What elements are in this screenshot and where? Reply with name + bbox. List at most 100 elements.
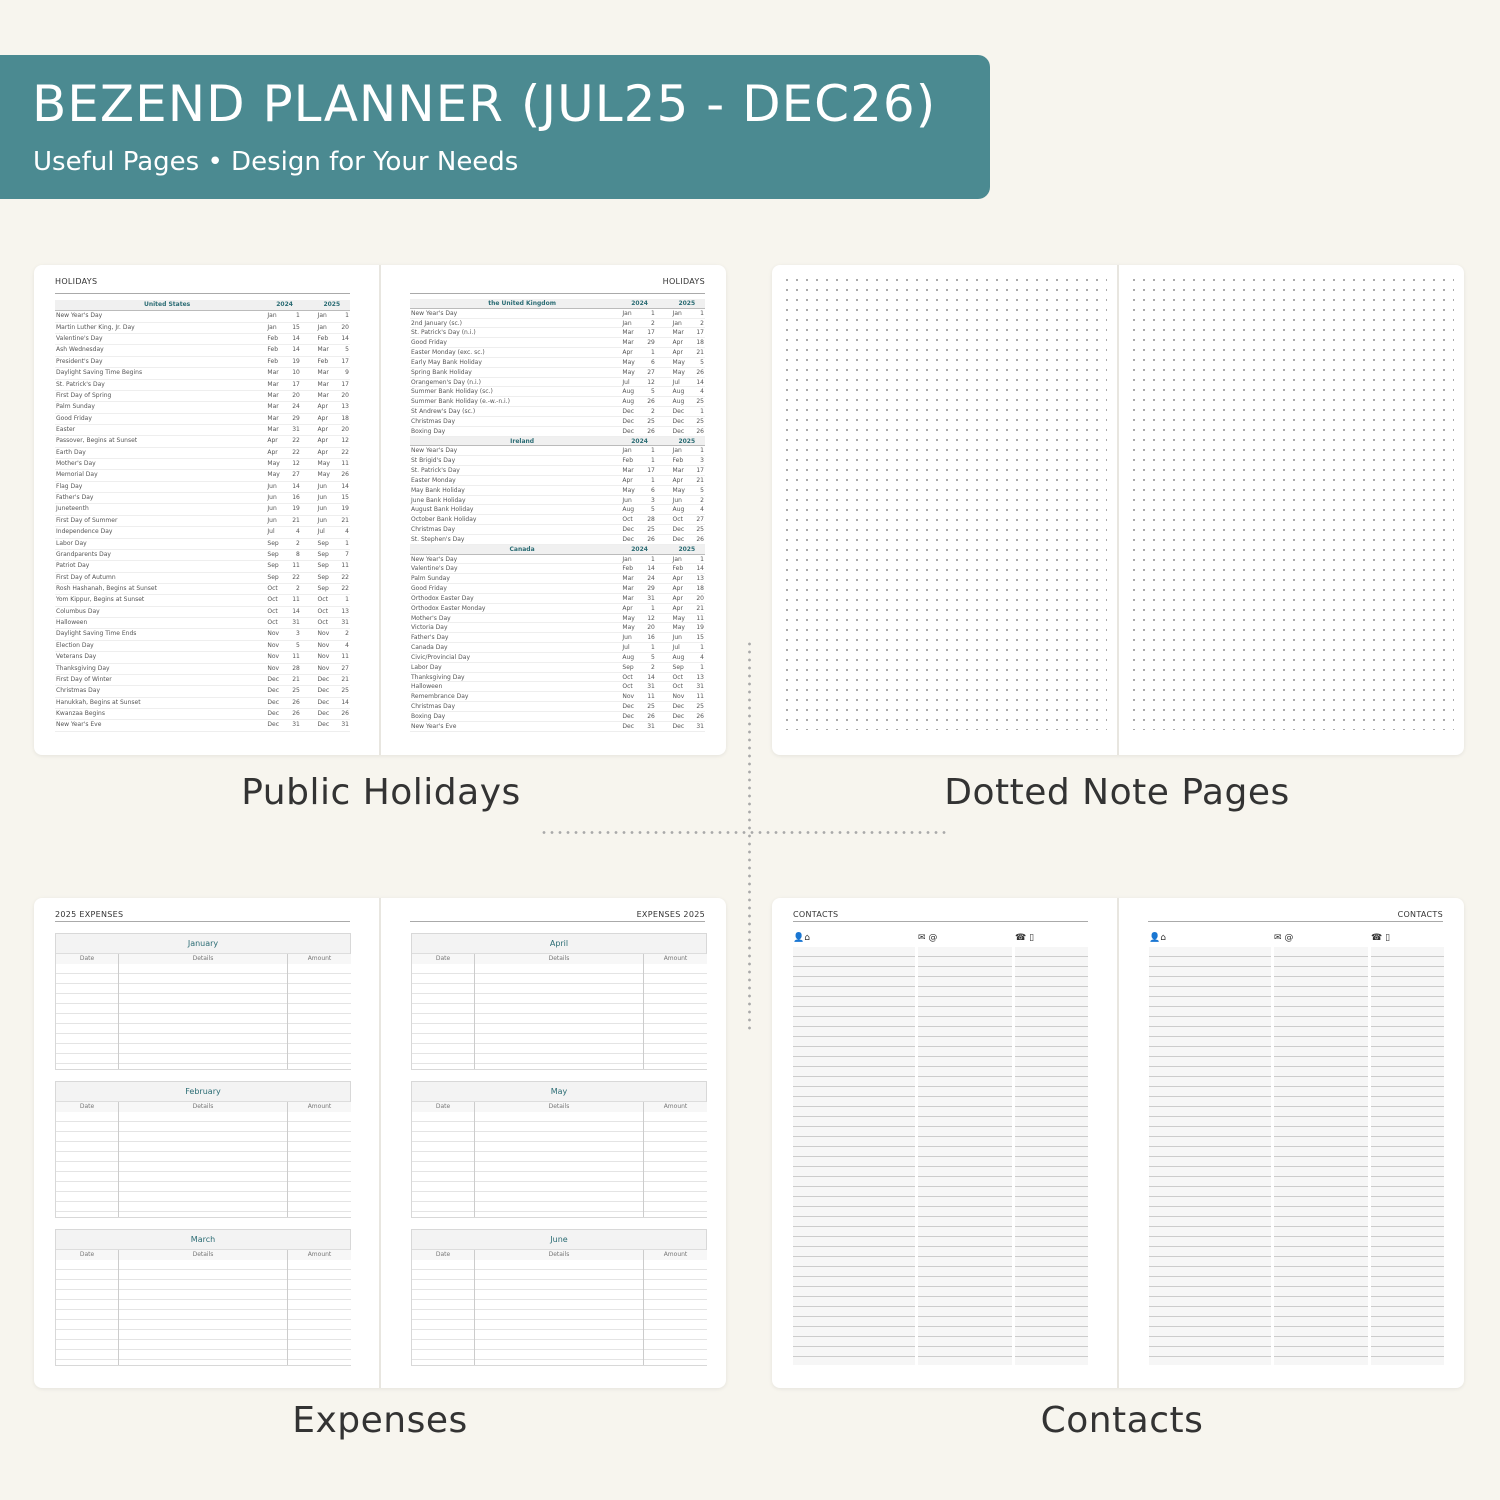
table-row: Father's Day Jun 16 Jun 15 [410, 633, 705, 644]
banner-subtitle: Useful Pages • Design for Your Needs [33, 147, 519, 177]
month-2025: Dec [672, 712, 685, 720]
day-2025: 25 [696, 526, 704, 534]
month-2024: Aug [622, 398, 635, 406]
month-2025: Oct [672, 673, 683, 681]
month-2024: Dec [267, 675, 280, 683]
holiday-name: New Year's Day [411, 309, 458, 317]
day-2025: 21 [341, 675, 349, 683]
table-row: First Day of Autumn Sep 22 Sep 22 [55, 573, 350, 584]
year-2025: 2025 [678, 545, 696, 553]
day-2025: 26 [696, 427, 704, 435]
holiday-name: Flag Day [56, 482, 83, 490]
month-2025: Dec [317, 709, 330, 717]
month-2025: Dec [317, 721, 330, 729]
month-2024: Dec [622, 703, 635, 711]
day-2024: 31 [292, 619, 300, 627]
month-2025: Apr [672, 349, 683, 357]
month-2025: Apr [672, 604, 683, 612]
day-2024: 14 [292, 482, 300, 490]
month-2025: Feb [317, 335, 329, 343]
day-2025: 20 [341, 425, 349, 433]
divider [410, 921, 705, 922]
dotted-divider-horizontal [540, 831, 950, 834]
table-row: Boxing Day Dec 26 Dec 26 [410, 427, 705, 437]
holiday-name: Columbus Day [56, 607, 100, 615]
month-2024: Aug [622, 653, 635, 661]
table-row: Columbus Day Oct 14 Oct 13 [55, 607, 350, 619]
day-2025: 20 [341, 323, 349, 331]
day-2024: 24 [292, 403, 300, 411]
month-2025: Oct [672, 516, 683, 524]
month-2024: Oct [267, 596, 278, 604]
table-row: Christmas Day Dec 25 Dec 25 [410, 525, 705, 535]
day-2025: 12 [341, 437, 349, 445]
holiday-name: Orthodox Easter Day [411, 594, 474, 602]
column-header: Details [475, 1250, 643, 1260]
table-row: Valentine's Day Feb 14 Feb 14 [55, 334, 350, 346]
section-label-dotted: Dotted Note Pages [944, 772, 1290, 813]
day-2025: 19 [696, 624, 704, 632]
day-2024: 5 [651, 388, 655, 396]
page-title: HOLIDAYS [662, 277, 705, 286]
table-row: Independence Day Jul 4 Jul 4 [55, 527, 350, 539]
holiday-name: Early May Bank Holiday [411, 358, 482, 366]
table-row: St Brigid's Day Feb 1 Feb 3 [410, 456, 705, 467]
month-2025: Jun [672, 496, 682, 504]
column-header: Date [412, 1102, 474, 1112]
table-row: October Bank Holiday Oct 28 Oct 27 [410, 515, 705, 526]
spine [1117, 898, 1119, 1388]
month-2025: Nov [317, 641, 330, 649]
holiday-name: First Day of Spring [56, 391, 112, 399]
month-2025: Oct [317, 596, 328, 604]
table-row: St. Patrick's Day (n.i.) Mar 17 Mar 17 [410, 328, 705, 339]
day-2025: 14 [696, 378, 704, 386]
holiday-name: October Bank Holiday [411, 516, 477, 524]
year-2024: 2024 [276, 301, 293, 308]
day-2024: 26 [647, 398, 655, 406]
holiday-name: Orangemen's Day (n.i.) [411, 378, 481, 386]
day-2025: 27 [341, 664, 349, 672]
day-2024: 26 [647, 427, 655, 435]
column-header: Amount [644, 954, 707, 964]
month-2025: Aug [672, 506, 685, 514]
day-2024: 19 [292, 357, 300, 365]
holiday-name: New Year's Eve [56, 721, 102, 729]
day-2024: 1 [651, 476, 655, 484]
day-2024: 31 [647, 683, 655, 691]
month-2024: Jul [267, 528, 275, 536]
month-2025: Oct [317, 607, 328, 615]
person-home-icon: 👤⌂ [1149, 933, 1166, 943]
day-2025: 18 [696, 339, 704, 347]
month-2025: Nov [317, 653, 330, 661]
holiday-name: Easter Monday (exc. sc.) [411, 349, 485, 357]
day-2025: 21 [341, 516, 349, 524]
spine [1117, 265, 1119, 755]
day-2025: 31 [696, 722, 704, 730]
holiday-name: Kwanzaa Begins [56, 709, 105, 717]
month-2024: Dec [622, 535, 635, 543]
holiday-name: Palm Sunday [411, 575, 450, 583]
day-2024: 1 [651, 555, 655, 563]
holiday-name: Boxing Day [411, 712, 446, 720]
month-2024: Feb [267, 335, 279, 343]
table-row: Halloween Oct 31 Oct 31 [410, 682, 705, 693]
day-2025: 31 [341, 721, 349, 729]
month-2025: Jul [672, 378, 680, 386]
banner-title: BEZEND PLANNER (JUL25 - DEC26) [32, 75, 937, 133]
month-2025: Dec [672, 703, 685, 711]
month-2024: Mar [622, 575, 634, 583]
month-2024: Feb [267, 346, 279, 354]
day-2025: 11 [696, 614, 704, 622]
day-2024: 29 [647, 339, 655, 347]
table-row: Daylight Saving Time Ends Nov 3 Nov 2 [55, 629, 350, 641]
day-2025: 2 [700, 319, 704, 327]
day-2025: 26 [696, 535, 704, 543]
section-label-holidays: Public Holidays [241, 772, 521, 813]
holiday-name: Juneteenth [56, 505, 89, 513]
expense-column: Amount [644, 954, 707, 1069]
expense-columns: Date Details Amount [412, 1250, 707, 1365]
table-row: Memorial Day May 27 May 26 [55, 470, 350, 482]
divider [55, 921, 350, 922]
month-2024: Mar [622, 339, 634, 347]
holiday-name: Orthodox Easter Monday [411, 604, 486, 612]
